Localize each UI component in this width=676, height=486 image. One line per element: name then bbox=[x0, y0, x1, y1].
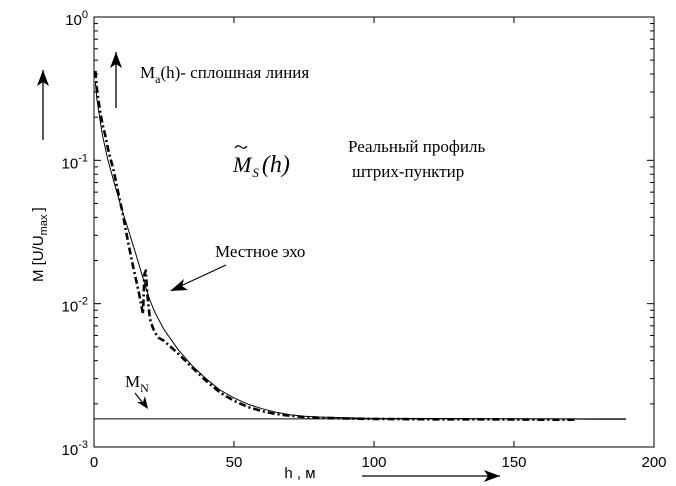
x-axis-label: h , м bbox=[284, 465, 315, 482]
x-tick-label: 150 bbox=[501, 454, 526, 471]
y-axis-label: M [U/Umax] bbox=[30, 207, 50, 282]
x-tick-labels: 0 50 100 150 200 bbox=[90, 454, 667, 471]
y-tick-labels: 10-3 10-2 10-1 100 bbox=[62, 9, 88, 459]
y-tick-exp: -1 bbox=[78, 152, 88, 164]
plot-frame bbox=[93, 16, 655, 448]
x-arrow-icon bbox=[362, 470, 500, 482]
annotation-real-profile-2: штрих-пунктир bbox=[352, 162, 464, 181]
y-tick-exp: -2 bbox=[78, 296, 88, 308]
tilde-icon bbox=[234, 145, 248, 149]
y-tick-exp: 0 bbox=[82, 9, 88, 21]
series-real-profile-line bbox=[94, 70, 576, 421]
annotation-local-echo: Местное эхо bbox=[215, 242, 305, 261]
annotation-ms: MS (h) bbox=[232, 152, 290, 180]
annotation-ma-m: M bbox=[140, 63, 155, 82]
x-tick-label: 0 bbox=[90, 454, 98, 471]
x-tick-label: 200 bbox=[641, 454, 666, 471]
y-tick-label: 10-3 bbox=[62, 439, 88, 459]
y-arrow-icon bbox=[37, 70, 49, 140]
annotation-mn-sub: N bbox=[140, 381, 149, 395]
y-tick-label: 100 bbox=[65, 9, 88, 29]
axis-ticks bbox=[93, 17, 655, 448]
annotation-ms-sub: S bbox=[252, 165, 259, 180]
noise-arrow-icon bbox=[134, 392, 148, 409]
y-axis-label-sub: max bbox=[38, 214, 50, 235]
y-tick-base: 10 bbox=[62, 299, 79, 316]
y-tick-base: 10 bbox=[62, 155, 79, 172]
annotation-mn: MN bbox=[125, 372, 149, 395]
y-tick-exp: -3 bbox=[78, 439, 88, 451]
y-axis-label-main: M [U/U bbox=[30, 235, 47, 282]
y-tick-base: 10 bbox=[65, 12, 82, 29]
echo-arrow-icon bbox=[170, 264, 227, 291]
annotation-real-profile-1: Реальный профиль bbox=[348, 137, 485, 156]
y-tick-label: 10-1 bbox=[62, 152, 88, 172]
annotation-ma-rest: (h)- сплошная линия bbox=[160, 63, 309, 82]
annotation-arrow-up-icon bbox=[110, 52, 122, 108]
annotation-ms-rest: (h) bbox=[262, 152, 290, 178]
y-tick-base: 10 bbox=[62, 442, 79, 459]
y-axis-label-close: ] bbox=[30, 207, 47, 211]
annotation-ma-sub: a bbox=[155, 72, 161, 86]
x-tick-label: 50 bbox=[226, 454, 243, 471]
annotation-ma: Ma(h)- сплошная линия bbox=[140, 63, 309, 86]
x-tick-label: 100 bbox=[361, 454, 386, 471]
series-group bbox=[94, 70, 626, 421]
y-tick-label: 10-2 bbox=[62, 296, 88, 316]
annotation-ms-m: M bbox=[232, 152, 253, 177]
annotation-mn-m: M bbox=[125, 372, 140, 391]
